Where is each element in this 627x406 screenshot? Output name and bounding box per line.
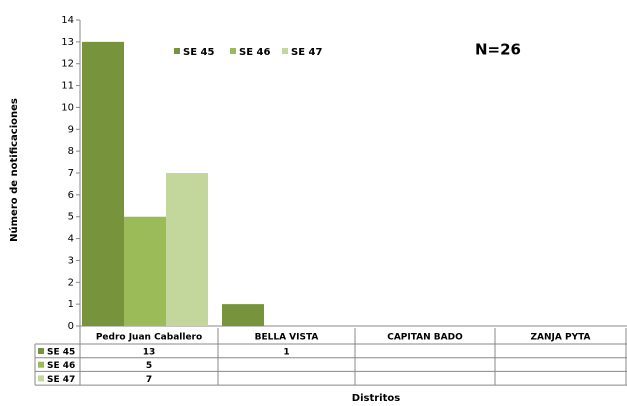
legend-key [38, 361, 44, 368]
x-tick-label: BELLA VISTA [255, 333, 319, 343]
bar [222, 304, 264, 326]
y-tick-label: 7 [68, 168, 74, 179]
bar [124, 216, 166, 326]
x-axis-title: Distritos [352, 393, 400, 402]
table-series-label: SE 45 [47, 347, 75, 357]
y-tick-label: 8 [68, 146, 74, 157]
legend-key [174, 48, 180, 54]
table-value: 5 [146, 361, 152, 371]
x-tick-label: Pedro Juan Caballero [96, 333, 202, 343]
y-tick-label: 12 [61, 59, 74, 70]
x-tick-label: ZANJA PYTA [531, 333, 591, 343]
legend-label: SE 47 [291, 47, 322, 58]
table-series-label: SE 46 [47, 361, 75, 371]
legend-key [38, 348, 44, 354]
table-series-label: SE 47 [47, 375, 75, 385]
y-tick-label: 13 [61, 37, 74, 48]
legend-key [230, 48, 236, 54]
y-tick-label: 5 [68, 212, 74, 223]
y-axis-title: Número de notificaciones [8, 98, 20, 242]
legend-label: SE 46 [239, 47, 270, 58]
y-tick-label: 4 [68, 234, 74, 245]
bar [82, 41, 124, 326]
y-tick-label: 11 [61, 81, 74, 92]
legend-key [282, 48, 288, 54]
table-value: 7 [146, 375, 152, 385]
legend-key [38, 375, 44, 382]
bar [166, 173, 208, 326]
legend-label: SE 45 [183, 47, 214, 58]
table-value: 1 [283, 347, 289, 357]
y-tick-label: 0 [68, 321, 74, 332]
y-tick-label: 1 [68, 299, 74, 310]
y-tick-label: 14 [61, 15, 74, 26]
y-tick-label: 10 [61, 102, 74, 113]
x-tick-label: CAPITAN BADO [387, 333, 463, 343]
table-value: 13 [143, 347, 156, 357]
y-tick-label: 6 [68, 190, 74, 201]
y-tick-label: 2 [68, 277, 74, 288]
y-tick-label: 3 [68, 255, 74, 266]
y-tick-label: 9 [68, 124, 74, 135]
annotation: N=26 [475, 41, 521, 59]
